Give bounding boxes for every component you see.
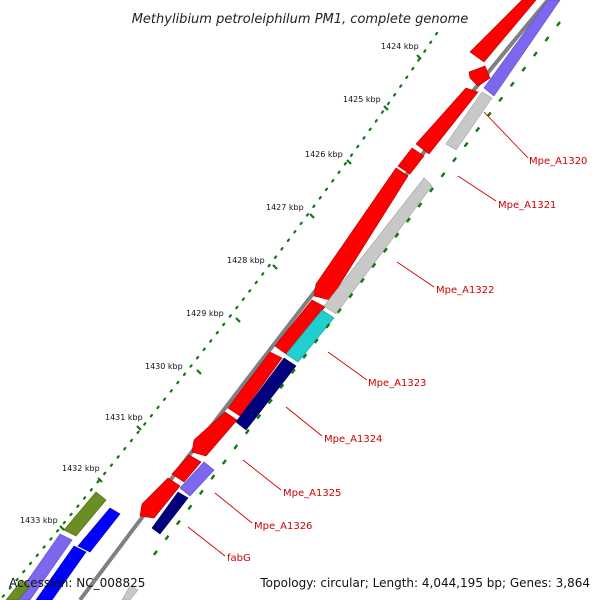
- feature-bar: [235, 357, 297, 431]
- gene-arrow: [468, 65, 491, 87]
- gene-label[interactable]: Mpe_A1324: [324, 434, 382, 445]
- tick-label: 1427 kbp: [266, 203, 304, 212]
- feature-bar: [285, 309, 335, 363]
- leader-line: [327, 351, 368, 381]
- feature-bar: [151, 491, 189, 535]
- tick-mark: [235, 317, 241, 323]
- leader-line: [457, 175, 497, 202]
- gene-arrow: [191, 411, 238, 457]
- scale-tick-marks: [59, 54, 422, 531]
- gene-arrow: [415, 87, 479, 155]
- neighbor-track-genes: [5, 491, 139, 600]
- gene-arrow: [227, 351, 283, 417]
- tick-label: 1428 kbp: [227, 256, 265, 265]
- leader-line: [242, 459, 282, 491]
- tick-label: 1431 kbp: [105, 413, 143, 422]
- gene-arrow: [313, 167, 409, 301]
- gene-arrow: [35, 545, 87, 600]
- gene-label[interactable]: Mpe_A1323: [368, 378, 426, 389]
- tick-label: 1424 kbp: [381, 42, 419, 51]
- gene-label[interactable]: Mpe_A1326: [254, 521, 312, 532]
- tick-label: 1430 kbp: [145, 362, 183, 371]
- tick-mark: [97, 477, 103, 483]
- forward-strand-genes: [139, 0, 537, 519]
- tick-label: 1432 kbp: [62, 464, 100, 473]
- tick-mark: [196, 369, 202, 375]
- tick-mark: [136, 425, 142, 431]
- gene-label[interactable]: Mpe_A1322: [436, 285, 494, 296]
- scale-dotted-arc: [0, 31, 439, 600]
- gene-label[interactable]: Mpe_A1320: [529, 156, 587, 167]
- gene-arrow: [77, 507, 121, 553]
- feature-bars: [151, 0, 561, 535]
- scale-tick-labels: 1424 kbp 1425 kbp 1426 kbp 1427 kbp 1428…: [20, 42, 419, 525]
- leader-line: [187, 526, 226, 557]
- gene-arrow: [63, 491, 107, 537]
- gene-arrow: [5, 579, 31, 600]
- gene-label[interactable]: Mpe_A1325: [283, 488, 341, 499]
- gene-arrow: [397, 147, 425, 175]
- gene-arrow: [13, 533, 73, 600]
- tick-mark: [346, 159, 352, 165]
- tick-label: 1426 kbp: [305, 150, 343, 159]
- leader-line: [214, 492, 253, 524]
- feature-bar: [445, 91, 493, 151]
- tick-label: 1429 kbp: [186, 309, 224, 318]
- tick-mark: [309, 213, 315, 219]
- gene-label[interactable]: Mpe_A1321: [498, 200, 556, 211]
- tick-label: 1425 kbp: [343, 95, 381, 104]
- gene-labels: Mpe_A1320 Mpe_A1321 Mpe_A1322 Mpe_A1323 …: [227, 156, 587, 564]
- feature-bar: [179, 461, 215, 497]
- feature-bar: [483, 0, 561, 97]
- accession-text: Accession: NC_008825: [9, 576, 146, 590]
- gene-arrow: [469, 0, 537, 63]
- tick-mark: [59, 525, 65, 531]
- leader-line: [483, 111, 529, 159]
- feature-bar: [323, 177, 433, 315]
- tick-mark: [272, 264, 278, 270]
- tick-label: 1433 kbp: [20, 516, 58, 525]
- gene-arrow: [171, 454, 202, 483]
- leader-line: [285, 406, 323, 437]
- map-title: Methylibium petroleiphilum PM1, complete…: [132, 12, 469, 27]
- gene-arrow: [139, 477, 181, 519]
- tick-mark: [383, 105, 389, 111]
- label-leaders: [187, 111, 529, 557]
- genome-summary-text: Topology: circular; Length: 4,044,195 bp…: [260, 576, 590, 590]
- tick-mark: [416, 54, 422, 60]
- leader-line: [396, 261, 435, 288]
- gene-label[interactable]: fabG: [227, 553, 251, 564]
- gene-arrow: [121, 585, 139, 600]
